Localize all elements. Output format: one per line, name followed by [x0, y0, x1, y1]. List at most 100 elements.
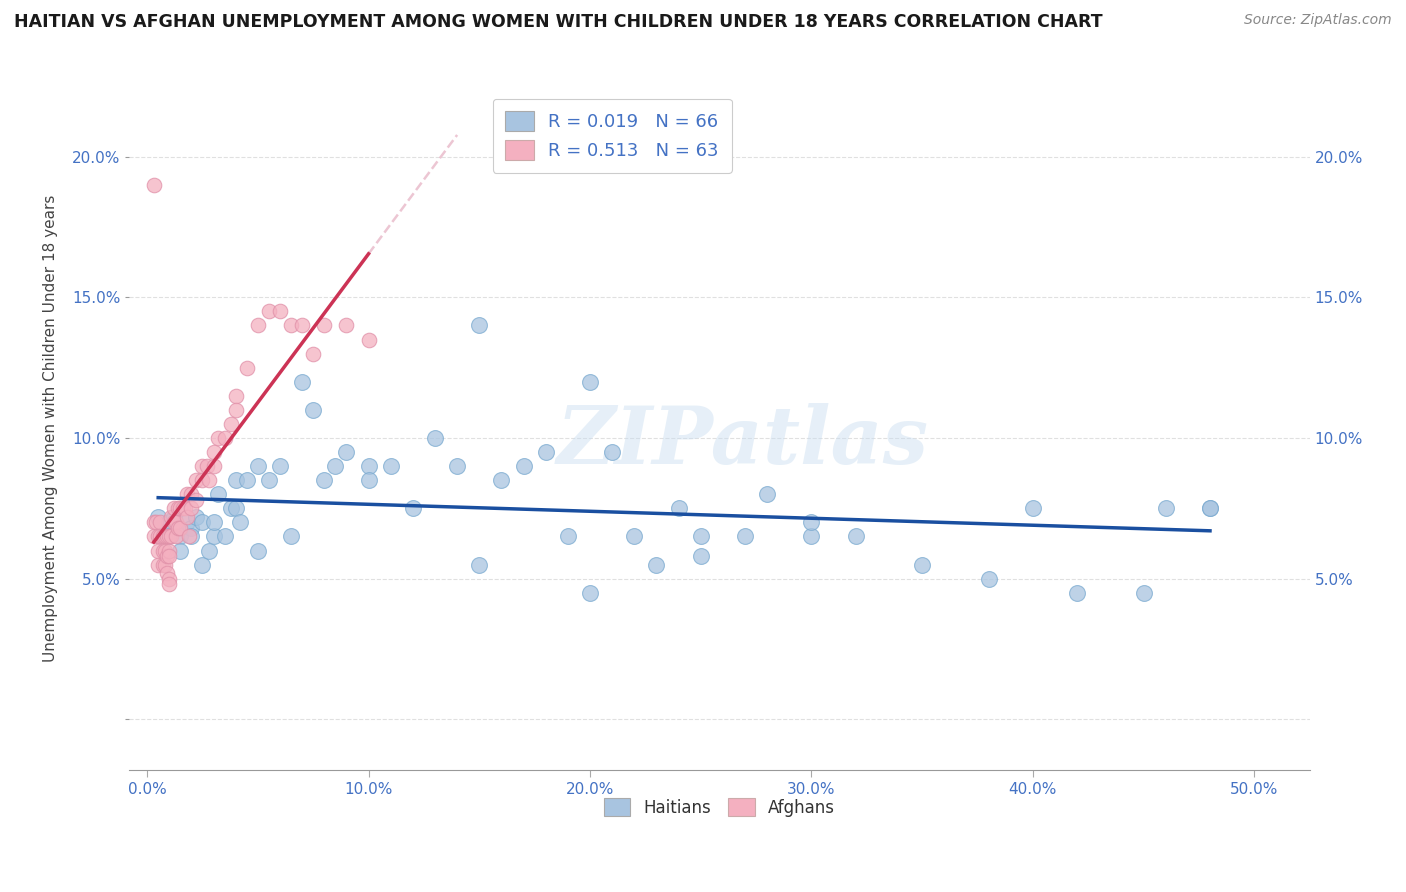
- Point: [214, 529, 236, 543]
- Point: [156, 566, 179, 580]
- Point: [169, 521, 191, 535]
- Point: [152, 543, 174, 558]
- Point: [512, 459, 534, 474]
- Point: [184, 473, 207, 487]
- Point: [325, 459, 347, 474]
- Point: [176, 516, 198, 530]
- Point: [202, 516, 225, 530]
- Point: [977, 572, 1000, 586]
- Point: [163, 516, 186, 530]
- Point: [1199, 501, 1222, 516]
- Point: [623, 529, 645, 543]
- Point: [207, 487, 229, 501]
- Point: [169, 529, 191, 543]
- Point: [145, 516, 167, 530]
- Point: [225, 403, 247, 417]
- Point: [557, 529, 579, 543]
- Point: [180, 529, 202, 543]
- Point: [600, 445, 623, 459]
- Point: [142, 178, 165, 192]
- Point: [180, 487, 202, 501]
- Point: [163, 509, 186, 524]
- Point: [157, 529, 180, 543]
- Point: [148, 509, 170, 524]
- Point: [291, 375, 314, 389]
- Point: [911, 558, 934, 572]
- Point: [236, 360, 259, 375]
- Point: [163, 501, 186, 516]
- Point: [269, 304, 291, 318]
- Point: [207, 431, 229, 445]
- Point: [335, 445, 357, 459]
- Point: [280, 318, 302, 333]
- Point: [1066, 586, 1088, 600]
- Point: [668, 501, 690, 516]
- Point: [179, 529, 201, 543]
- Point: [380, 459, 402, 474]
- Point: [152, 529, 174, 543]
- Point: [148, 558, 170, 572]
- Point: [169, 501, 191, 516]
- Point: [335, 318, 357, 333]
- Point: [246, 318, 269, 333]
- Point: [176, 509, 198, 524]
- Point: [153, 558, 176, 572]
- Point: [845, 529, 868, 543]
- Point: [302, 346, 325, 360]
- Point: [219, 417, 242, 431]
- Point: [153, 521, 176, 535]
- Point: [157, 543, 180, 558]
- Point: [149, 529, 172, 543]
- Point: [236, 473, 259, 487]
- Point: [202, 445, 225, 459]
- Point: [423, 431, 446, 445]
- Point: [157, 529, 180, 543]
- Point: [446, 459, 468, 474]
- Text: HAITIAN VS AFGHAN UNEMPLOYMENT AMONG WOMEN WITH CHILDREN UNDER 18 YEARS CORRELAT: HAITIAN VS AFGHAN UNEMPLOYMENT AMONG WOM…: [14, 13, 1102, 31]
- Point: [167, 501, 190, 516]
- Point: [491, 473, 513, 487]
- Point: [198, 543, 221, 558]
- Point: [157, 516, 180, 530]
- Point: [172, 501, 194, 516]
- Point: [468, 318, 491, 333]
- Point: [800, 516, 823, 530]
- Point: [246, 459, 269, 474]
- Point: [1154, 501, 1177, 516]
- Point: [225, 473, 247, 487]
- Point: [468, 558, 491, 572]
- Point: [225, 501, 247, 516]
- Point: [257, 304, 280, 318]
- Point: [219, 501, 242, 516]
- Point: [579, 375, 602, 389]
- Point: [1199, 501, 1222, 516]
- Point: [756, 487, 779, 501]
- Point: [165, 529, 187, 543]
- Point: [160, 529, 183, 543]
- Point: [184, 509, 207, 524]
- Point: [1022, 501, 1045, 516]
- Point: [173, 501, 195, 516]
- Point: [191, 558, 214, 572]
- Point: [225, 389, 247, 403]
- Point: [198, 473, 221, 487]
- Point: [246, 543, 269, 558]
- Point: [357, 333, 380, 347]
- Point: [152, 558, 174, 572]
- Point: [280, 529, 302, 543]
- Point: [1132, 586, 1154, 600]
- Point: [269, 459, 291, 474]
- Point: [153, 543, 176, 558]
- Point: [191, 516, 214, 530]
- Point: [142, 516, 165, 530]
- Point: [689, 549, 711, 564]
- Point: [734, 529, 756, 543]
- Point: [191, 473, 214, 487]
- Point: [180, 501, 202, 516]
- Legend: Haitians, Afghans: Haitians, Afghans: [598, 791, 842, 823]
- Point: [357, 473, 380, 487]
- Point: [180, 521, 202, 535]
- Point: [169, 543, 191, 558]
- Point: [176, 487, 198, 501]
- Point: [156, 549, 179, 564]
